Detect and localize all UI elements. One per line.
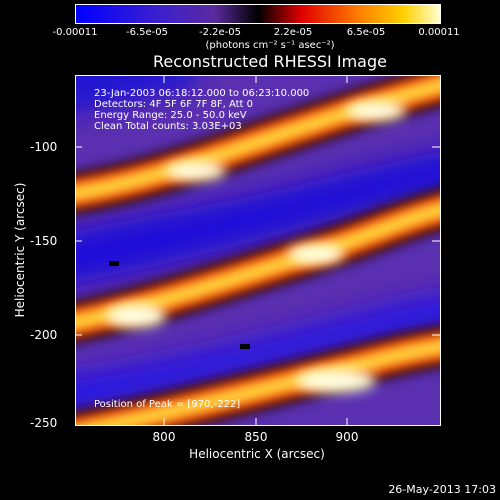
colorbar-tick-label: -6.5e-05 (126, 27, 168, 38)
footer-timestamp: 26-May-2013 17:03 (388, 483, 496, 496)
colorbar-tick-label: -2.2e-05 (199, 27, 241, 38)
x-tick-label: 900 (335, 430, 359, 444)
rhessi-image (76, 76, 440, 425)
y-tick-label: -150 (30, 234, 58, 248)
info-clean-counts: Clean Total counts: 3.03E+03 (94, 121, 242, 132)
rhessi-image-plot: 23-Jan-2003 06:18:12.000 to 06:23:10.000… (75, 75, 441, 426)
y-axis-label: Heliocentric Y (arcsec) (13, 182, 27, 318)
x-tick-label: 800 (152, 430, 176, 444)
info-energy-range: Energy Range: 25.0 - 50.0 keV (94, 110, 247, 121)
colorbar-units-label: (photons cm⁻² s⁻¹ asec⁻²) (205, 40, 335, 51)
y-tick-label: -250 (30, 416, 58, 430)
info-peak-position: Position of Peak = [970,-222] (94, 399, 241, 410)
y-tick-label: -100 (30, 140, 58, 154)
colorbar-tick-label: -0.00011 (52, 27, 98, 38)
colorbar-tick-label: 6.5e-05 (346, 27, 386, 38)
x-axis-label: Heliocentric X (arcsec) (189, 447, 325, 461)
info-detectors: Detectors: 4F 5F 6F 7F 8F, Att 0 (94, 99, 254, 110)
info-time-range: 23-Jan-2003 06:18:12.000 to 06:23:10.000 (94, 88, 310, 99)
colorbar-tick-label: 2.2e-05 (273, 27, 313, 38)
colorbar-tick-label: 0.00011 (418, 27, 460, 38)
y-tick-label: -200 (30, 328, 58, 342)
x-tick-label: 850 (244, 430, 268, 444)
colorbar (75, 4, 441, 24)
plot-title: Reconstructed RHESSI Image (153, 52, 387, 71)
